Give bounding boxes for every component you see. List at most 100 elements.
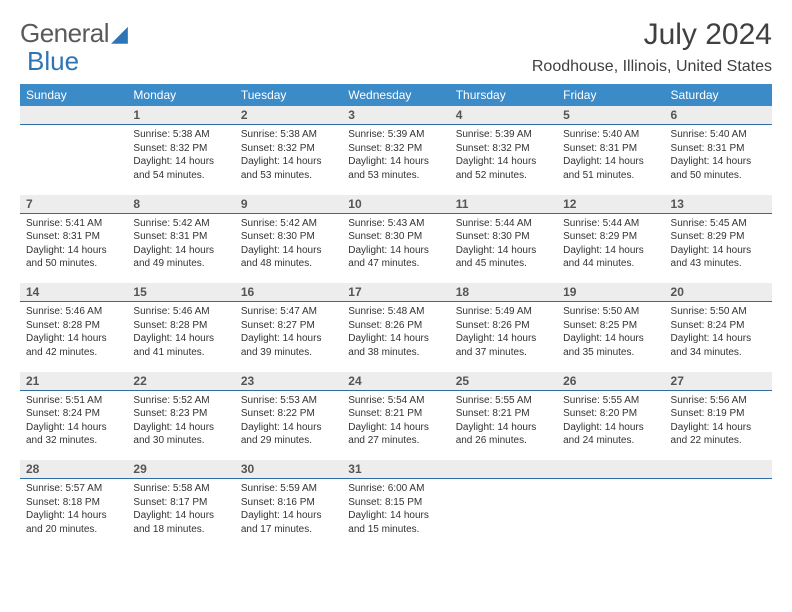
weekday-header: Saturday [665,84,772,106]
daylight-text-1: Daylight: 14 hours [456,155,551,169]
sunrise-text: Sunrise: 5:39 AM [456,128,551,142]
daylight-text-2: and 49 minutes. [133,257,228,271]
sunset-text: Sunset: 8:29 PM [671,230,766,244]
day-number [665,460,772,479]
day-number: 16 [235,283,342,302]
day-number: 11 [450,195,557,214]
sunset-text: Sunset: 8:18 PM [26,496,121,510]
day-number: 1 [127,106,234,125]
daylight-text-2: and 30 minutes. [133,434,228,448]
logo: General◢ [20,18,127,49]
calendar-table: Sunday Monday Tuesday Wednesday Thursday… [20,84,772,549]
day-number: 6 [665,106,772,125]
day-cell: Sunrise: 5:55 AMSunset: 8:20 PMDaylight:… [557,390,664,460]
sunrise-text: Sunrise: 5:44 AM [563,217,658,231]
day-cell: Sunrise: 5:55 AMSunset: 8:21 PMDaylight:… [450,390,557,460]
day-number: 3 [342,106,449,125]
day-number: 4 [450,106,557,125]
sunrise-text: Sunrise: 5:39 AM [348,128,443,142]
day-number: 13 [665,195,772,214]
day-cell: Sunrise: 5:43 AMSunset: 8:30 PMDaylight:… [342,213,449,283]
day-number: 7 [20,195,127,214]
sunrise-text: Sunrise: 5:48 AM [348,305,443,319]
daylight-text-2: and 35 minutes. [563,346,658,360]
sunrise-text: Sunrise: 5:40 AM [563,128,658,142]
daylight-text-2: and 48 minutes. [241,257,336,271]
sunset-text: Sunset: 8:29 PM [563,230,658,244]
sunset-text: Sunset: 8:30 PM [456,230,551,244]
weekday-header: Friday [557,84,664,106]
daylight-text-2: and 42 minutes. [26,346,121,360]
day-number: 5 [557,106,664,125]
weekday-header: Thursday [450,84,557,106]
sunset-text: Sunset: 8:16 PM [241,496,336,510]
day-number: 2 [235,106,342,125]
daylight-text-1: Daylight: 14 hours [563,332,658,346]
daylight-text-2: and 45 minutes. [456,257,551,271]
daylight-text-1: Daylight: 14 hours [348,155,443,169]
sunrise-text: Sunrise: 5:55 AM [456,394,551,408]
day-number-row: 28293031 [20,460,772,479]
day-number: 18 [450,283,557,302]
day-number: 24 [342,372,449,391]
weekday-header: Monday [127,84,234,106]
day-number: 28 [20,460,127,479]
sunset-text: Sunset: 8:19 PM [671,407,766,421]
daylight-text-1: Daylight: 14 hours [348,509,443,523]
day-number-row: 21222324252627 [20,372,772,391]
day-cell: Sunrise: 5:52 AMSunset: 8:23 PMDaylight:… [127,390,234,460]
header: General◢ July 2024 Roodhouse, Illinois, … [20,18,772,76]
daylight-text-1: Daylight: 14 hours [671,155,766,169]
day-cell [665,479,772,549]
day-number: 20 [665,283,772,302]
sunrise-text: Sunrise: 5:42 AM [241,217,336,231]
day-cell: Sunrise: 5:50 AMSunset: 8:24 PMDaylight:… [665,302,772,372]
sunset-text: Sunset: 8:31 PM [563,142,658,156]
sunset-text: Sunset: 8:21 PM [348,407,443,421]
sunset-text: Sunset: 8:32 PM [133,142,228,156]
daylight-text-2: and 52 minutes. [456,169,551,183]
daylight-text-2: and 44 minutes. [563,257,658,271]
day-number: 31 [342,460,449,479]
sunrise-text: Sunrise: 5:51 AM [26,394,121,408]
daylight-text-1: Daylight: 14 hours [241,509,336,523]
day-content-row: Sunrise: 5:57 AMSunset: 8:18 PM Daylight:… [20,479,772,549]
sunrise-text: Sunrise: 5:57 AM [26,482,121,496]
weekday-header: Tuesday [235,84,342,106]
sunrise-text: Sunrise: 5:50 AM [563,305,658,319]
day-number: 12 [557,195,664,214]
sunrise-text: Sunrise: 5:46 AM [133,305,228,319]
daylight-text-1: Daylight: 14 hours [133,155,228,169]
day-cell: Sunrise: 5:47 AMSunset: 8:27 PMDaylight:… [235,302,342,372]
daylight-text-2: and 50 minutes. [671,169,766,183]
day-cell: Sunrise: 5:50 AMSunset: 8:25 PMDaylight:… [557,302,664,372]
sunset-text: Sunset: 8:26 PM [348,319,443,333]
daylight-text-2: and 37 minutes. [456,346,551,360]
sunset-text: Sunset: 8:26 PM [456,319,551,333]
daylight-text-1: Daylight: 14 hours [348,421,443,435]
day-number: 26 [557,372,664,391]
sunrise-text: Sunrise: 5:49 AM [456,305,551,319]
day-content-row: Sunrise: 5:38 AMSunset: 8:32 PMDaylight:… [20,125,772,195]
sunset-text: Sunset: 8:28 PM [26,319,121,333]
daylight-text-1: Daylight: 14 hours [456,244,551,258]
daylight-text-1: Daylight: 14 hours [563,421,658,435]
daylight-text-2: and 53 minutes. [348,169,443,183]
daylight-text-1: Daylight: 14 hours [241,332,336,346]
location-text: Roodhouse, Illinois, United States [532,58,772,76]
sunset-text: Sunset: 8:17 PM [133,496,228,510]
sunrise-text: Sunrise: 5:38 AM [241,128,336,142]
day-cell: Sunrise: 5:40 AMSunset: 8:31 PMDaylight:… [557,125,664,195]
daylight-text-2: and 54 minutes. [133,169,228,183]
daylight-text-2: and 27 minutes. [348,434,443,448]
day-cell: Sunrise: 5:48 AMSunset: 8:26 PMDaylight:… [342,302,449,372]
day-number: 25 [450,372,557,391]
day-cell: Sunrise: 5:53 AMSunset: 8:22 PMDaylight:… [235,390,342,460]
title-block: July 2024 Roodhouse, Illinois, United St… [532,18,772,76]
sunset-text: Sunset: 8:24 PM [671,319,766,333]
sunset-text: Sunset: 8:27 PM [241,319,336,333]
day-number-row: 123456 [20,106,772,125]
sunrise-text: Sunrise: 5:59 AM [241,482,336,496]
sunrise-text: Sunrise: 5:45 AM [671,217,766,231]
day-cell: Sunrise: 5:41 AMSunset: 8:31 PMDaylight:… [20,213,127,283]
